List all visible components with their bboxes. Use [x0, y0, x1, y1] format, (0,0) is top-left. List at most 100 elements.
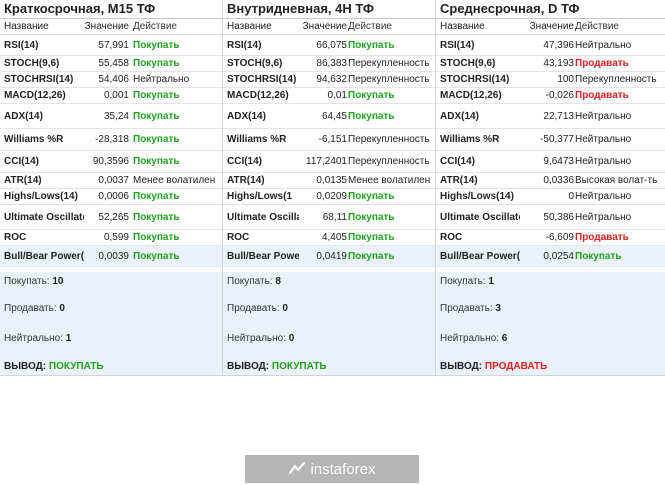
- indicator-row: ADX(14) 22,713 Нейтрально: [436, 104, 665, 129]
- conclusion-value: ПОКУПАТЬ: [48, 361, 104, 372]
- indicator-action: Покупать: [133, 250, 180, 262]
- indicator-value: 100: [557, 74, 574, 85]
- indicator-action: Перекупленность: [348, 58, 430, 69]
- instaforex-banner[interactable]: instaforex: [245, 455, 419, 483]
- summary-count: 0: [282, 303, 288, 314]
- indicator-action: Нейтрально: [575, 191, 632, 202]
- panel-summary: Покупать: 1 Продавать: 3 Нейтрально: 6 ВЫВО…: [436, 272, 665, 375]
- brand-name: instaforex: [310, 460, 376, 478]
- indicator-value: 66,075: [316, 39, 347, 51]
- indicator-name: Ultimate Oscillator: [440, 211, 520, 223]
- indicator-value: 0,0039: [98, 250, 129, 262]
- indicator-action: Покупать: [348, 211, 395, 223]
- panel-title: Краткосрочная, M15 ТФ: [0, 0, 222, 19]
- indicator-action: Менее волатилен: [133, 175, 216, 186]
- indicator-row: Bull/Bear Power(13) 0,0039 Покупать: [0, 246, 222, 267]
- indicator-action: Покупать: [133, 134, 180, 145]
- indicator-name: STOCH(9,6): [4, 58, 60, 69]
- indicator-name: Williams %R: [4, 134, 64, 145]
- indicator-action: Продавать: [575, 232, 629, 243]
- summary-count: 1: [488, 276, 494, 287]
- indicator-value: -50,377: [540, 134, 574, 145]
- indicator-value: 0,0336: [543, 175, 574, 186]
- indicator-value: 9,6473: [543, 156, 574, 167]
- indicator-row: STOCHRSI(14) 100 Перекупленность: [436, 72, 665, 88]
- panel-medium-term: Среднесрочная, D ТФ Название Значение Дейст…: [436, 0, 665, 376]
- summary-conclusion: ВЫВОД: ПОКУПАТЬ: [227, 361, 327, 372]
- header-value: Значение: [529, 21, 574, 32]
- indicator-name: MACD(12,26): [4, 90, 66, 101]
- indicator-name: ATR(14): [227, 175, 265, 186]
- indicator-value: 52,265: [98, 211, 129, 223]
- header-action: Действие: [133, 21, 177, 32]
- indicator-value: 0,0419: [316, 250, 347, 262]
- indicator-row: RSI(14) 47,396 Нейтрально: [436, 35, 665, 56]
- indicator-action: Перекупленность: [575, 74, 657, 85]
- table-header: Название Значение Действие: [0, 19, 222, 35]
- summary-neutral-count: Нейтрально: 0: [227, 333, 294, 344]
- indicator-value: 117,2401: [306, 156, 347, 167]
- indicator-action: Покупать: [133, 110, 180, 122]
- indicator-value: 43,193: [543, 58, 574, 69]
- summary-buy-count: Покупать: 10: [4, 276, 63, 287]
- indicator-name: STOCHRSI(14): [4, 74, 74, 85]
- summary-label: Продавать:: [4, 303, 57, 314]
- summary-count: 3: [495, 303, 501, 314]
- indicator-value: 0,01: [327, 90, 347, 101]
- summary-neutral-count: Нейтрально: 6: [440, 333, 507, 344]
- indicator-name: ROC: [227, 232, 250, 243]
- indicator-value: 22,713: [543, 110, 574, 122]
- summary-count: 0: [59, 303, 65, 314]
- indicator-value: 64,45: [321, 110, 347, 122]
- indicator-row: ROC 0,599 Покупать: [0, 230, 222, 246]
- indicator-value: -0,026: [545, 90, 574, 101]
- indicator-value: 35,24: [103, 110, 129, 122]
- indicator-name: Bull/Bear Power(13): [440, 250, 520, 262]
- indicator-action: Покупать: [348, 110, 395, 122]
- indicator-action: Нейтрально: [575, 134, 632, 145]
- indicator-row: ROC 4,405 Покупать: [223, 230, 435, 246]
- indicator-name: Ultimate Oscillator: [4, 211, 84, 223]
- summary-buy-count: Покупать: 8: [227, 276, 281, 287]
- summary-sell-count: Продавать: 0: [227, 303, 288, 314]
- summary-label: Нейтрально:: [4, 333, 63, 344]
- indicator-panels: Краткосрочная, M15 ТФ Название Значение Дей…: [0, 0, 665, 376]
- indicator-name: STOCHRSI(14): [440, 74, 510, 85]
- conclusion-label: ВЫВОД:: [227, 361, 270, 372]
- panel-summary: Покупать: 8 Продавать: 0 Нейтрально: 0 ВЫВО…: [223, 272, 435, 375]
- indicator-value: 55,458: [98, 58, 129, 69]
- panel-short-term: Краткосрочная, M15 ТФ Название Значение Дей…: [0, 0, 223, 376]
- indicator-action: Покупать: [133, 156, 180, 167]
- indicator-name: ADX(14): [4, 110, 43, 122]
- summary-sell-count: Продавать: 3: [440, 303, 501, 314]
- indicator-row: ATR(14) 0,0336 Высокая волат-ть: [436, 173, 665, 189]
- indicator-row: Williams %R -50,377 Нейтрально: [436, 129, 665, 151]
- indicator-name: RSI(14): [227, 39, 262, 51]
- indicator-action: Нейтрально: [575, 156, 632, 167]
- indicator-name: RSI(14): [440, 39, 475, 51]
- conclusion-value: ПОКУПАТЬ: [271, 361, 327, 372]
- summary-conclusion: ВЫВОД: ПРОДАВАТЬ: [440, 361, 547, 372]
- indicator-action: Покупать: [348, 250, 395, 262]
- indicator-action: Покупать: [133, 211, 180, 223]
- indicator-name: Ultimate Oscillator: [227, 211, 299, 223]
- indicator-row: Highs/Lows(14) 0,0006 Покупать: [0, 189, 222, 205]
- indicator-row: Highs/Lows(1 0,0209 Покупать: [223, 189, 435, 205]
- panel-title: Среднесрочная, D ТФ: [436, 0, 665, 19]
- indicator-row: Ultimate Oscillator 50,386 Нейтрально: [436, 205, 665, 230]
- indicator-name: ROC: [4, 232, 27, 243]
- conclusion-label: ВЫВОД:: [440, 361, 483, 372]
- summary-conclusion: ВЫВОД: ПОКУПАТЬ: [4, 361, 104, 372]
- indicator-row: MACD(12,26) 0,01 Покупать: [223, 88, 435, 104]
- indicator-action: Покупать: [575, 250, 622, 262]
- indicator-name: ATR(14): [4, 175, 42, 186]
- summary-sell-count: Продавать: 0: [4, 303, 65, 314]
- indicator-action: Покупать: [133, 232, 180, 243]
- indicator-name: Highs/Lows(1: [227, 191, 293, 202]
- indicator-value: -6,609: [545, 232, 574, 243]
- indicator-name: Highs/Lows(14): [440, 191, 514, 202]
- panel-intraday: Внутридневная, 4H ТФ Название Значение Дейс…: [223, 0, 436, 376]
- indicator-row: ADX(14) 35,24 Покупать: [0, 104, 222, 129]
- summary-label: Продавать:: [440, 303, 493, 314]
